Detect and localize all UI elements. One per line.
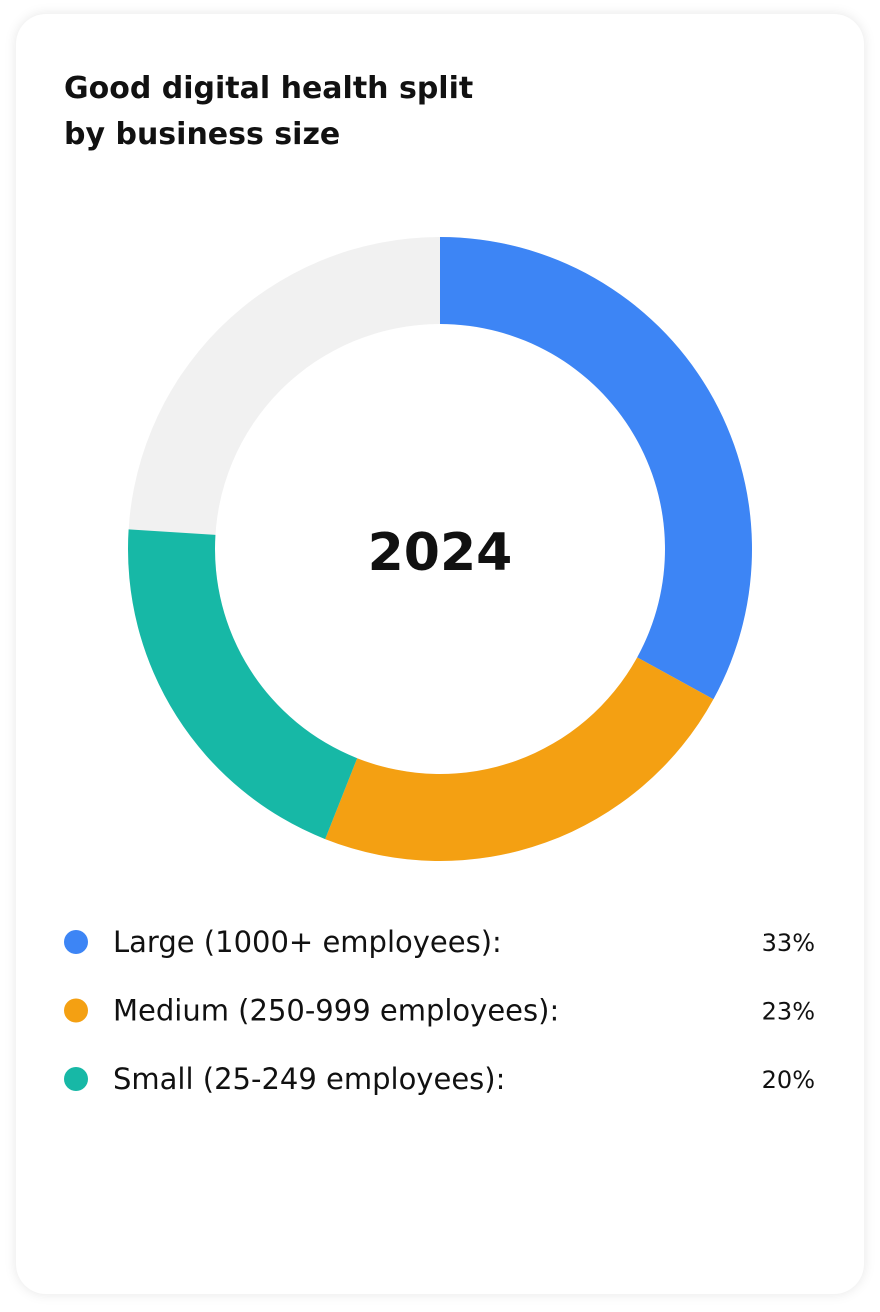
value-label: 23% — [762, 998, 815, 1026]
legend-marker — [64, 1067, 88, 1091]
center-label: 2024 — [368, 523, 513, 583]
value-label: 20% — [762, 1066, 815, 1094]
donut-segment — [128, 529, 358, 840]
chart-title: Good digital health split by business si… — [64, 71, 474, 152]
legend-marker — [64, 930, 88, 954]
legend-label: Medium (250-999 employees): — [113, 994, 559, 1028]
legend-marker — [64, 998, 88, 1023]
donut-segment — [440, 237, 752, 700]
legend-label: Large (1000+ employees): — [113, 925, 502, 959]
legend-label: Small (25-249 employees): — [113, 1062, 505, 1096]
donut-segment — [325, 657, 714, 861]
value-label: 33% — [762, 929, 815, 957]
